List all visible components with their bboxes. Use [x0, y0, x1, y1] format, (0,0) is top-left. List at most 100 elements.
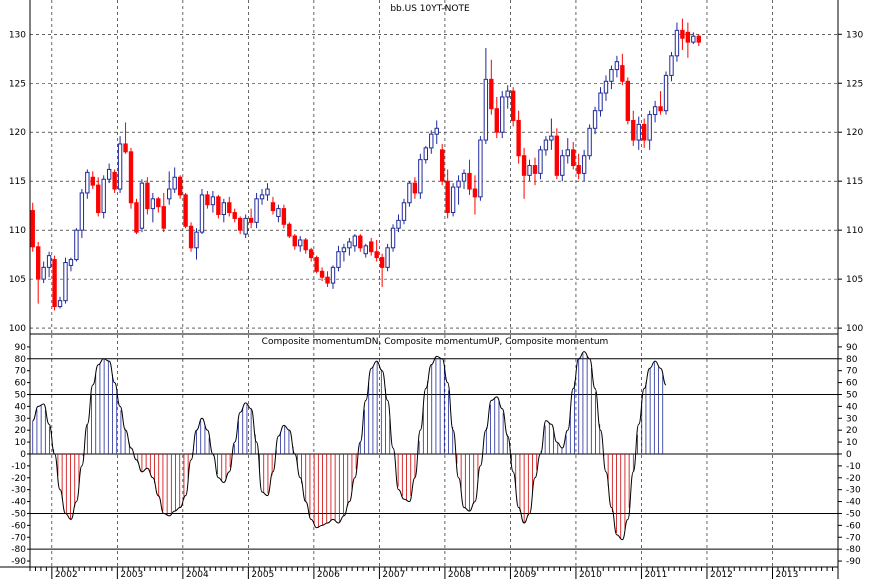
year-tick-label: 2004	[186, 570, 209, 579]
candle	[489, 59, 494, 115]
momentum-tick-label-left: 0	[20, 450, 26, 460]
price-tick-label-left: 100	[9, 324, 26, 334]
candle	[401, 198, 407, 225]
candle-body	[287, 223, 292, 237]
candle-body	[265, 188, 270, 196]
candle	[592, 106, 598, 135]
candle	[467, 159, 472, 195]
candle	[46, 251, 52, 278]
candle-body	[134, 202, 139, 233]
candle	[347, 237, 352, 256]
candle	[134, 198, 139, 235]
candle-body	[423, 147, 429, 161]
candle	[106, 163, 112, 184]
momentum-tick-label-left: -50	[11, 509, 26, 519]
time-axis: 2002 2003 2004 2005 2006 2007 2008 2009 2010 2011…	[0, 566, 839, 580]
candle	[243, 214, 248, 238]
candle-body	[478, 139, 483, 198]
candle	[429, 130, 434, 154]
candle-body	[429, 133, 434, 149]
candle-body	[521, 155, 527, 176]
candle-body	[663, 74, 669, 112]
price-tick-label-left: 110	[9, 226, 26, 236]
candle	[620, 53, 625, 86]
candle-body	[79, 192, 85, 231]
candle-body	[620, 65, 625, 82]
candle-body	[516, 119, 521, 157]
price-tick-label-right: 125	[846, 79, 863, 89]
candle	[248, 208, 254, 229]
candle-body	[123, 143, 128, 153]
candle	[227, 196, 232, 217]
candle-body	[216, 196, 221, 215]
candle-body	[319, 270, 325, 278]
candle-body	[625, 80, 631, 121]
candle-body	[221, 202, 227, 215]
candle-body	[243, 217, 248, 235]
candle-body	[30, 210, 35, 248]
candle-body	[647, 114, 652, 141]
candle-body	[641, 123, 647, 141]
candle	[150, 192, 156, 223]
candle-body	[500, 96, 505, 133]
candle-body	[532, 165, 538, 174]
candle	[571, 142, 576, 170]
candle	[587, 124, 592, 160]
candle-body	[150, 198, 156, 210]
candle-body	[232, 212, 237, 219]
candle	[303, 237, 308, 254]
momentum-tick-label-left: 30	[15, 414, 27, 424]
candle-body	[554, 135, 560, 176]
candle-body	[696, 35, 701, 43]
year-tick-label: 2003	[120, 570, 143, 579]
candle	[68, 257, 74, 272]
price-panel: bb.US 10YT-NOTE 100 100 105 105 110 110 115 115…	[9, 0, 863, 334]
candle	[308, 247, 314, 262]
candle	[636, 116, 641, 150]
candle-body	[167, 188, 172, 200]
candle-body	[658, 106, 663, 112]
candle-body	[560, 155, 565, 176]
candle	[396, 214, 401, 233]
year-tick-label: 2008	[448, 570, 471, 579]
candle	[423, 145, 429, 164]
candle	[669, 51, 674, 82]
candle-body	[199, 194, 205, 233]
candle-body	[483, 78, 489, 141]
candle	[41, 261, 46, 284]
candle	[549, 118, 554, 150]
candle	[581, 149, 587, 182]
momentum-tick-label-right: 20	[846, 426, 858, 436]
candle-body	[680, 29, 685, 39]
candle-body	[314, 257, 319, 272]
momentum-tick-label-right: 80	[846, 355, 858, 365]
candle-body	[549, 135, 554, 141]
candle-body	[112, 171, 117, 190]
momentum-tick-label-right: -60	[846, 521, 861, 531]
momentum-tick-label-left: 20	[15, 426, 27, 436]
candle	[685, 22, 691, 58]
candle	[472, 175, 478, 215]
candle-body	[188, 225, 194, 249]
momentum-tick-label-left: 70	[15, 367, 27, 377]
momentum-tick-label-left: 90	[15, 343, 27, 353]
candle	[199, 189, 205, 235]
candle	[270, 196, 276, 215]
candle	[177, 175, 183, 199]
candle-body	[379, 257, 385, 268]
candle	[641, 118, 647, 148]
candle-body	[139, 182, 145, 229]
candle	[352, 234, 358, 252]
candle	[560, 149, 565, 182]
candle	[538, 145, 543, 180]
candle	[543, 136, 549, 156]
candle-body	[450, 186, 456, 214]
candle-body	[456, 180, 461, 188]
candle	[330, 265, 336, 289]
candle-body	[614, 61, 620, 71]
candle-body	[576, 165, 581, 174]
momentum-tick-label-right: 70	[846, 367, 858, 377]
candle-body	[538, 149, 543, 174]
candle	[281, 204, 287, 229]
candle	[172, 167, 177, 193]
